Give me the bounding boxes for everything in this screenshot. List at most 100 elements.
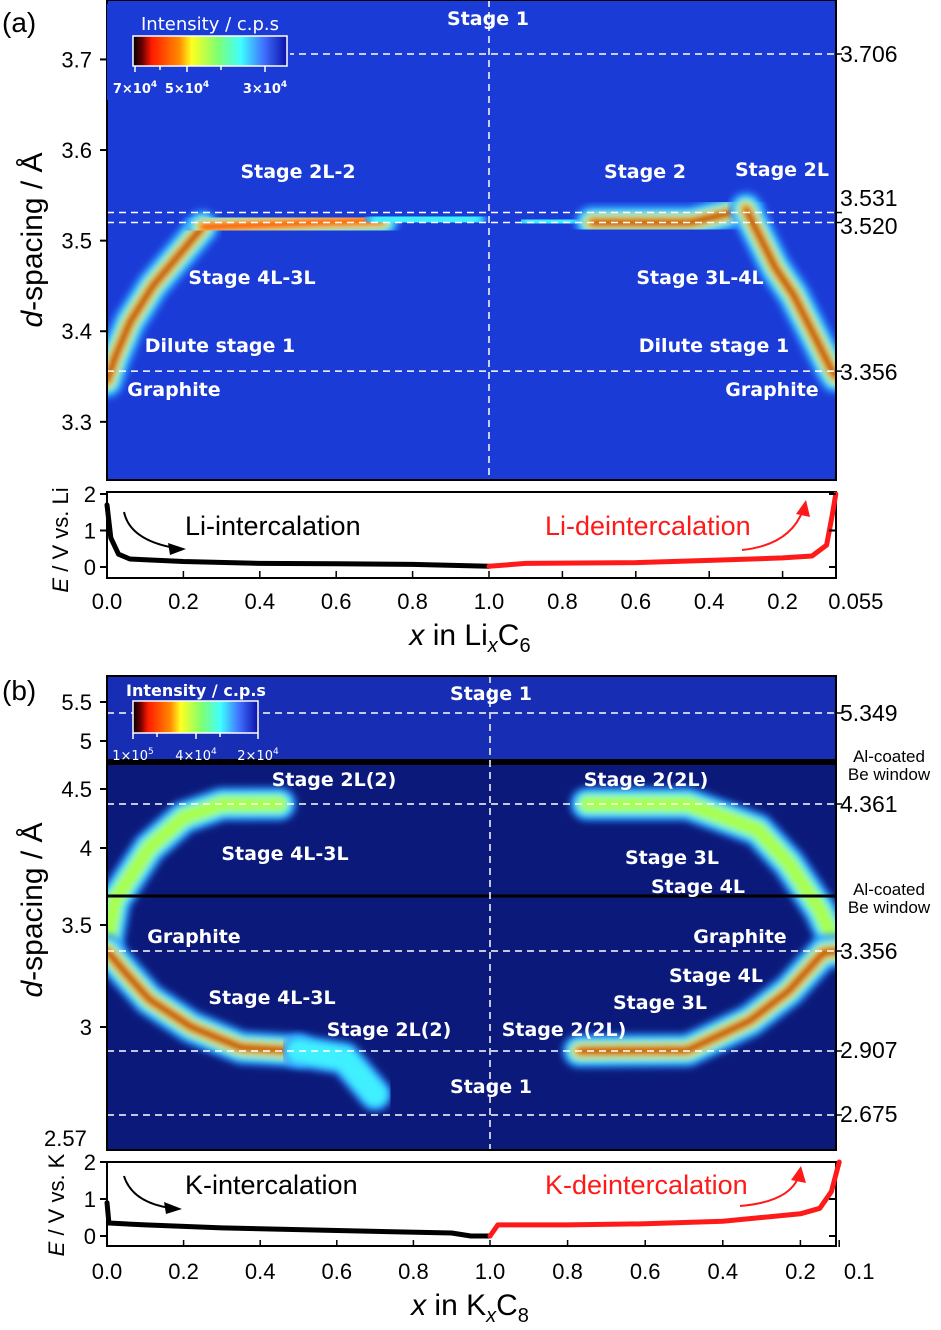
band-intensity-layer (107, 225, 204, 383)
colorbar-a-tick: 3×104 (243, 80, 287, 97)
voltage-curve-intercalation (104, 502, 492, 569)
annotation: Stage 2(2L) (584, 769, 709, 791)
reference-value: 2.675 (840, 1101, 898, 1127)
reference-value: 3.356 (840, 938, 898, 964)
reference-value: 4.361 (840, 791, 898, 817)
annotation: Stage 4L (651, 876, 745, 898)
x-tick-label: 0.055 (828, 589, 883, 614)
arrowhead-icon (791, 1166, 806, 1183)
y-tick-label: 3 (80, 1015, 92, 1040)
y-tick-label: 3.4 (61, 319, 92, 344)
y-tick-label: 5.5 (61, 690, 92, 715)
x-tick-label: 0.8 (547, 589, 578, 614)
y-tick-label: 3.7 (61, 47, 92, 72)
x-tick-label: 0.1 (844, 1259, 875, 1284)
x-tick-label: 0.6 (321, 589, 352, 614)
reference-value: 2.907 (840, 1037, 898, 1063)
diffraction-band (728, 191, 836, 394)
diffraction-band (107, 210, 220, 399)
diffraction-band (574, 191, 763, 240)
colorbar-a-tick: 7×104 (113, 80, 157, 97)
y-tick-label: 2 (84, 482, 96, 507)
x-tick-label: 0.8 (552, 1259, 583, 1284)
annotation: Dilute stage 1 (145, 335, 295, 357)
voltage-a-axes: 0 1 2 0.0 0.2 0.4 0.6 0.8 1.0 0.8 0.6 0.4 0.2 0.055 (84, 482, 884, 614)
arrow-deintercalation-icon (741, 509, 804, 551)
annotation: Stage 4L-3L (208, 987, 335, 1009)
x-tick-label: 0.6 (621, 589, 652, 614)
annotation: Stage 3L (625, 847, 719, 869)
heatmap-b-ymin-label: 2.57 (44, 1126, 87, 1151)
heatmap-a-ylabel: d-spacing / Å (16, 152, 49, 327)
annotation: Graphite (127, 379, 220, 401)
arrowhead-icon (796, 500, 810, 517)
colorbar-a-title: Intensity / c.p.s (141, 14, 279, 35)
annotation: Stage 4L-3L (221, 843, 348, 865)
arrow-label-deintercalation: Li-deintercalation (545, 511, 751, 541)
voltage-curve-deintercalation (487, 1159, 842, 1239)
colorbar-b-tick: 2×104 (237, 747, 279, 764)
colorbar-b-title: Intensity / c.p.s (126, 681, 266, 700)
x-tick-label: 0.2 (168, 589, 199, 614)
reference-value: 5.349 (840, 700, 898, 726)
annotation: Dilute stage 1 (639, 335, 789, 357)
colorbar-a-gradient (132, 35, 288, 67)
reference-value: 3.706 (840, 41, 898, 67)
colorbar-a-tick: 5×104 (165, 80, 209, 97)
diffraction-band (281, 1034, 393, 1112)
y-tick-label: 2 (84, 1150, 96, 1175)
voltage-b-frame (106, 1161, 837, 1247)
x-tick-label: 0.4 (708, 1259, 739, 1284)
x-tick-label: 0.2 (767, 589, 798, 614)
window-note: Be window (848, 898, 931, 917)
voltage-b-curves (104, 1159, 842, 1239)
voltage-a-xlabel: x in LixC6 (407, 619, 530, 657)
y-tick-label: 3.5 (61, 229, 92, 254)
arrow-intercalation-icon (123, 1175, 171, 1209)
x-tick-label: 0.2 (785, 1259, 816, 1284)
voltage-b-xlabel: x in KxC8 (409, 1289, 529, 1327)
y-tick-label: 0 (84, 555, 96, 580)
annotation: Stage 3L-4L (636, 267, 763, 289)
annotation: Stage 1 (450, 683, 532, 705)
y-tick-label: 0 (84, 1224, 96, 1249)
heatmap-a-yaxis: 3.3 3.4 3.5 3.6 3.7 (61, 47, 107, 435)
reference-value: 3.531 (840, 185, 898, 211)
y-tick-label: 3.5 (61, 913, 92, 938)
arrow-intercalation-icon (123, 511, 176, 549)
y-tick-label: 4.5 (61, 777, 92, 802)
voltage-a-ylabel: E / V vs. Li (48, 487, 73, 592)
annotation: Stage 2L (735, 159, 829, 181)
annotation: Stage 2(2L) (502, 1019, 627, 1041)
x-tick-label: 0.4 (245, 589, 276, 614)
window-note: Al-coated (853, 747, 925, 766)
annotation: Stage 2 (604, 161, 686, 183)
x-tick-label: 0.6 (322, 1259, 353, 1284)
x-tick-label: 1.0 (474, 589, 505, 614)
colorbar-b-gradient (132, 700, 259, 734)
heatmap-b-frame (106, 675, 837, 1151)
diffraction-band (107, 934, 316, 1068)
diffraction-band (562, 934, 836, 1068)
voltage-a-curves (104, 491, 839, 569)
x-tick-label: 1.0 (475, 1259, 506, 1284)
band-intensity-layer (577, 949, 836, 1053)
y-tick-label: 1 (84, 1187, 96, 1212)
arrow-label-intercalation: K-intercalation (185, 1170, 358, 1200)
y-tick-label: 1 (84, 519, 96, 544)
heatmap-b-annotations: Stage 1 Stage 2L(2) Stage 2(2L) Stage 4L… (147, 683, 786, 1098)
y-tick-label: 3.3 (61, 410, 92, 435)
colorbar-b-tick: 1×105 (112, 747, 153, 764)
annotation: Stage 2L(2) (272, 769, 397, 791)
reference-value: 3.520 (840, 213, 898, 239)
heatmap-b-yaxis: 3 3.5 4 4.5 5 5.5 (61, 690, 107, 1040)
arrowhead-icon (164, 1202, 182, 1214)
annotation: Graphite (147, 926, 240, 948)
annotation: Stage 2L-2 (240, 161, 355, 183)
annotation: Stage 1 (447, 8, 529, 30)
annotation: Stage 3L (613, 992, 707, 1014)
colorbar-a: Intensity / c.p.s 7×104 5×104 3×104 (107, 4, 290, 100)
x-tick-label: 0.8 (397, 589, 428, 614)
band-intensity-layer (107, 949, 300, 1053)
